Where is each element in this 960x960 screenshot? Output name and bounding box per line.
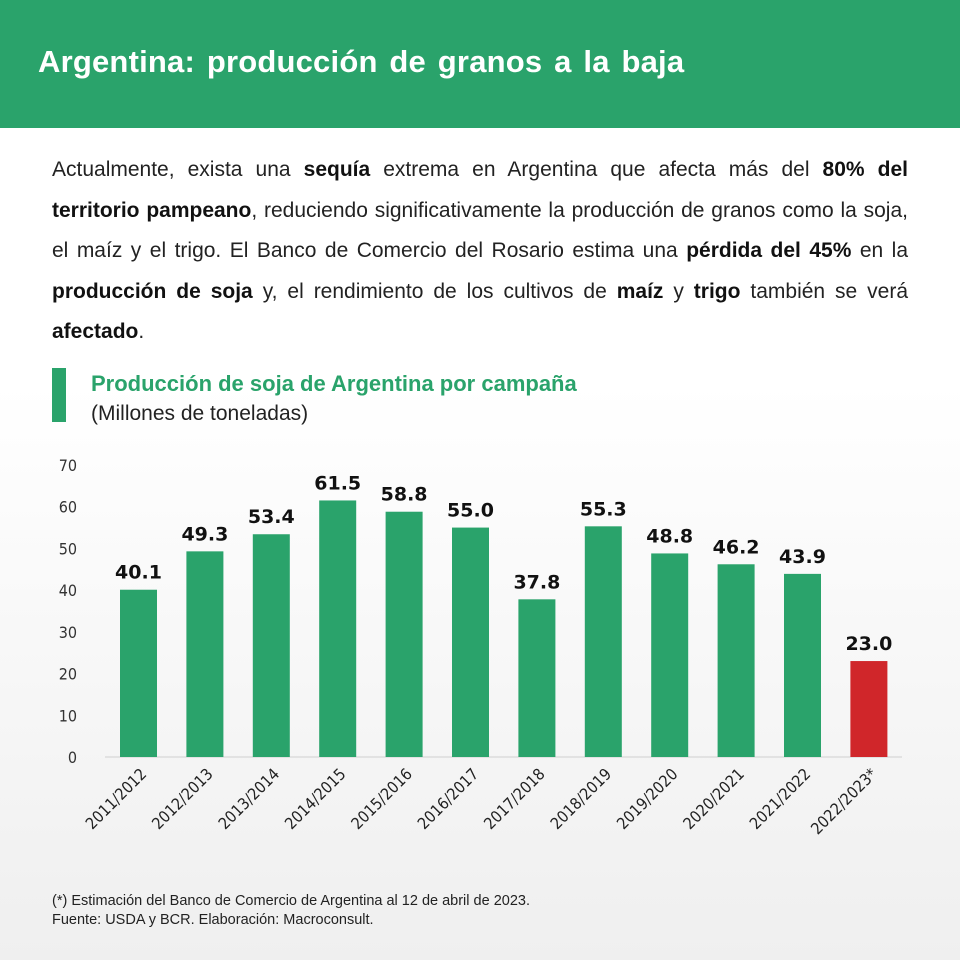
y-tick-label: 50 bbox=[59, 539, 77, 558]
data-label: 37.8 bbox=[513, 571, 560, 593]
intro-text: . bbox=[138, 320, 145, 343]
intro-text: extrema en Argentina que afecta más del bbox=[370, 158, 823, 181]
y-tick-label: 70 bbox=[59, 456, 77, 475]
bar bbox=[319, 500, 357, 757]
x-tick-label: 2019/2020 bbox=[613, 764, 682, 833]
data-label: 23.0 bbox=[845, 633, 892, 655]
bar bbox=[584, 526, 622, 757]
x-tick-label: 2020/2021 bbox=[679, 764, 748, 833]
chart-title-accent-bar bbox=[52, 368, 66, 422]
data-label: 58.8 bbox=[381, 484, 428, 506]
y-tick-label: 0 bbox=[68, 748, 77, 767]
intro-emphasis: afectado bbox=[52, 320, 139, 343]
intro-text: también se verá bbox=[740, 279, 909, 303]
y-tick-label: 30 bbox=[59, 623, 77, 642]
footnote-estimate-note: (*) Estimación del Banco de Comercio de … bbox=[52, 893, 530, 909]
x-tick-label: 2012/2013 bbox=[148, 764, 217, 833]
data-label: 43.9 bbox=[779, 546, 826, 568]
bar bbox=[717, 564, 755, 757]
data-label: 53.4 bbox=[248, 506, 295, 528]
y-tick-label: 20 bbox=[59, 665, 77, 684]
page-title: Argentina: producción de granos a la baj… bbox=[38, 44, 685, 79]
data-label: 55.3 bbox=[580, 498, 627, 520]
soy-production-bar-chart: 0 10 20 30 40 50 60 70 40.1 2011/2012 49.3 2012/201… bbox=[59, 456, 902, 838]
intro-emphasis: trigo bbox=[693, 279, 741, 303]
footnote-source: Fuente: USDA y BCR. Elaboración: Macroco… bbox=[52, 912, 374, 928]
footnote: (*) Estimación del Banco de Comercio de … bbox=[52, 892, 530, 930]
bar bbox=[452, 527, 489, 757]
data-label: 61.5 bbox=[314, 472, 361, 494]
intro-emphasis: maíz bbox=[616, 279, 664, 303]
x-tick-label: 2013/2014 bbox=[214, 764, 283, 833]
chart-title: Producción de soja de Argentina por camp… bbox=[91, 371, 577, 396]
bar bbox=[518, 599, 556, 757]
intro-text: en la bbox=[851, 239, 909, 262]
bar bbox=[120, 589, 157, 757]
intro-paragraph: Actualmente, exista una sequía extrema e… bbox=[52, 150, 908, 353]
data-label: 40.1 bbox=[115, 562, 162, 584]
intro-text: y, el rendimiento de los cultivos de bbox=[252, 279, 617, 303]
bar bbox=[186, 551, 224, 757]
y-tick-label: 10 bbox=[59, 706, 77, 725]
header-banner: Argentina: producción de granos a la baj… bbox=[0, 0, 960, 128]
data-label: 48.8 bbox=[646, 525, 693, 547]
intro-emphasis: sequía bbox=[303, 158, 371, 181]
y-tick-label: 40 bbox=[59, 581, 77, 600]
x-tick-label: 2016/2017 bbox=[414, 764, 483, 833]
x-tick-label: 2017/2018 bbox=[480, 764, 549, 833]
bar bbox=[651, 553, 689, 757]
x-tick-label: 2011/2012 bbox=[82, 764, 151, 833]
bar bbox=[385, 511, 423, 757]
x-tick-label: 2021/2022 bbox=[746, 764, 815, 833]
intro-text: , reduciendo significativamente la produ… bbox=[52, 198, 908, 263]
intro-emphasis: producción de soja bbox=[52, 279, 253, 303]
x-tick-label: 2015/2016 bbox=[347, 764, 416, 833]
data-label: 49.3 bbox=[181, 523, 228, 545]
intro-emphasis: 80% del territorio pampeano bbox=[52, 158, 908, 222]
x-tick-label: 2022/2023* bbox=[807, 764, 881, 838]
data-label: 46.2 bbox=[713, 536, 760, 558]
chart-subtitle: (Millones de toneladas) bbox=[91, 402, 309, 425]
data-label: 55.0 bbox=[447, 500, 494, 522]
bar-estimate bbox=[850, 661, 888, 757]
intro-text: Actualmente, exista una bbox=[52, 158, 304, 181]
bar bbox=[784, 573, 821, 757]
y-tick-label: 60 bbox=[59, 498, 77, 517]
intro-emphasis: pérdida del 45% bbox=[686, 239, 852, 262]
x-tick-label: 2014/2015 bbox=[281, 764, 350, 833]
intro-text: y bbox=[663, 279, 694, 303]
x-tick-label: 2018/2019 bbox=[546, 764, 615, 833]
bar bbox=[252, 534, 290, 757]
